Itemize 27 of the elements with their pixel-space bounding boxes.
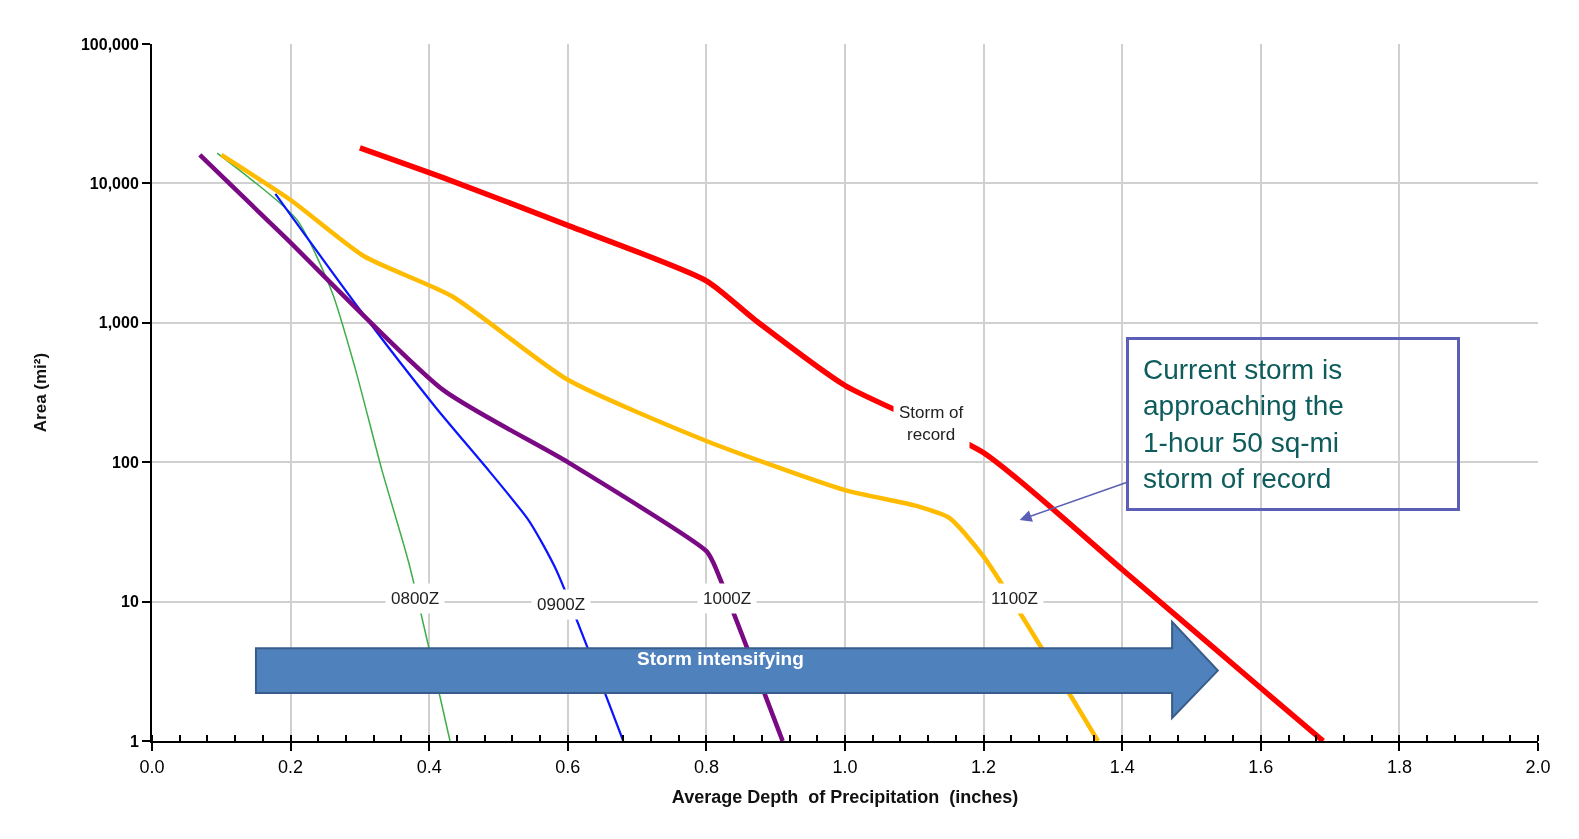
series-label: 1000Z xyxy=(703,589,752,608)
x-tick-label: 1.4 xyxy=(1109,756,1135,777)
y-tick-label: 1,000 xyxy=(98,314,139,332)
y-tick-label: 10 xyxy=(121,593,139,611)
x-tick-label: 1.2 xyxy=(971,756,997,777)
x-tick-label: 0.6 xyxy=(555,756,581,777)
x-axis-title: Average Depth of Precipitation (inches) xyxy=(671,787,1019,808)
x-tick-label: 1.8 xyxy=(1386,756,1412,777)
y-tick-label: 10,000 xyxy=(89,175,139,192)
x-tick-label: 1.0 xyxy=(832,756,858,777)
series-label: 0900Z xyxy=(537,595,586,614)
x-tick-label: 0.0 xyxy=(139,756,165,777)
x-tick-label: 0.8 xyxy=(693,756,719,777)
series-label: 1100Z xyxy=(991,589,1038,608)
series-label: Storm of record xyxy=(899,403,964,445)
x-tick-label: 1.6 xyxy=(1248,756,1274,777)
annotation: Storm intensifying xyxy=(637,648,804,669)
x-tick-label: 0.4 xyxy=(416,756,442,777)
y-axis-title: Area (mi²) xyxy=(31,352,51,433)
series-label: 0800Z xyxy=(391,589,440,608)
y-tick-label: 100 xyxy=(112,453,139,471)
y-tick-label: 1 xyxy=(129,732,139,750)
line-series xyxy=(219,152,1101,741)
annotation: Current storm is approaching the 1-hour 50 sq-mi storm of record xyxy=(1143,354,1344,495)
x-tick-label: 2.0 xyxy=(1525,756,1551,777)
x-tick-label: 0.2 xyxy=(278,756,304,777)
y-tick-label: 100,000 xyxy=(80,35,139,53)
